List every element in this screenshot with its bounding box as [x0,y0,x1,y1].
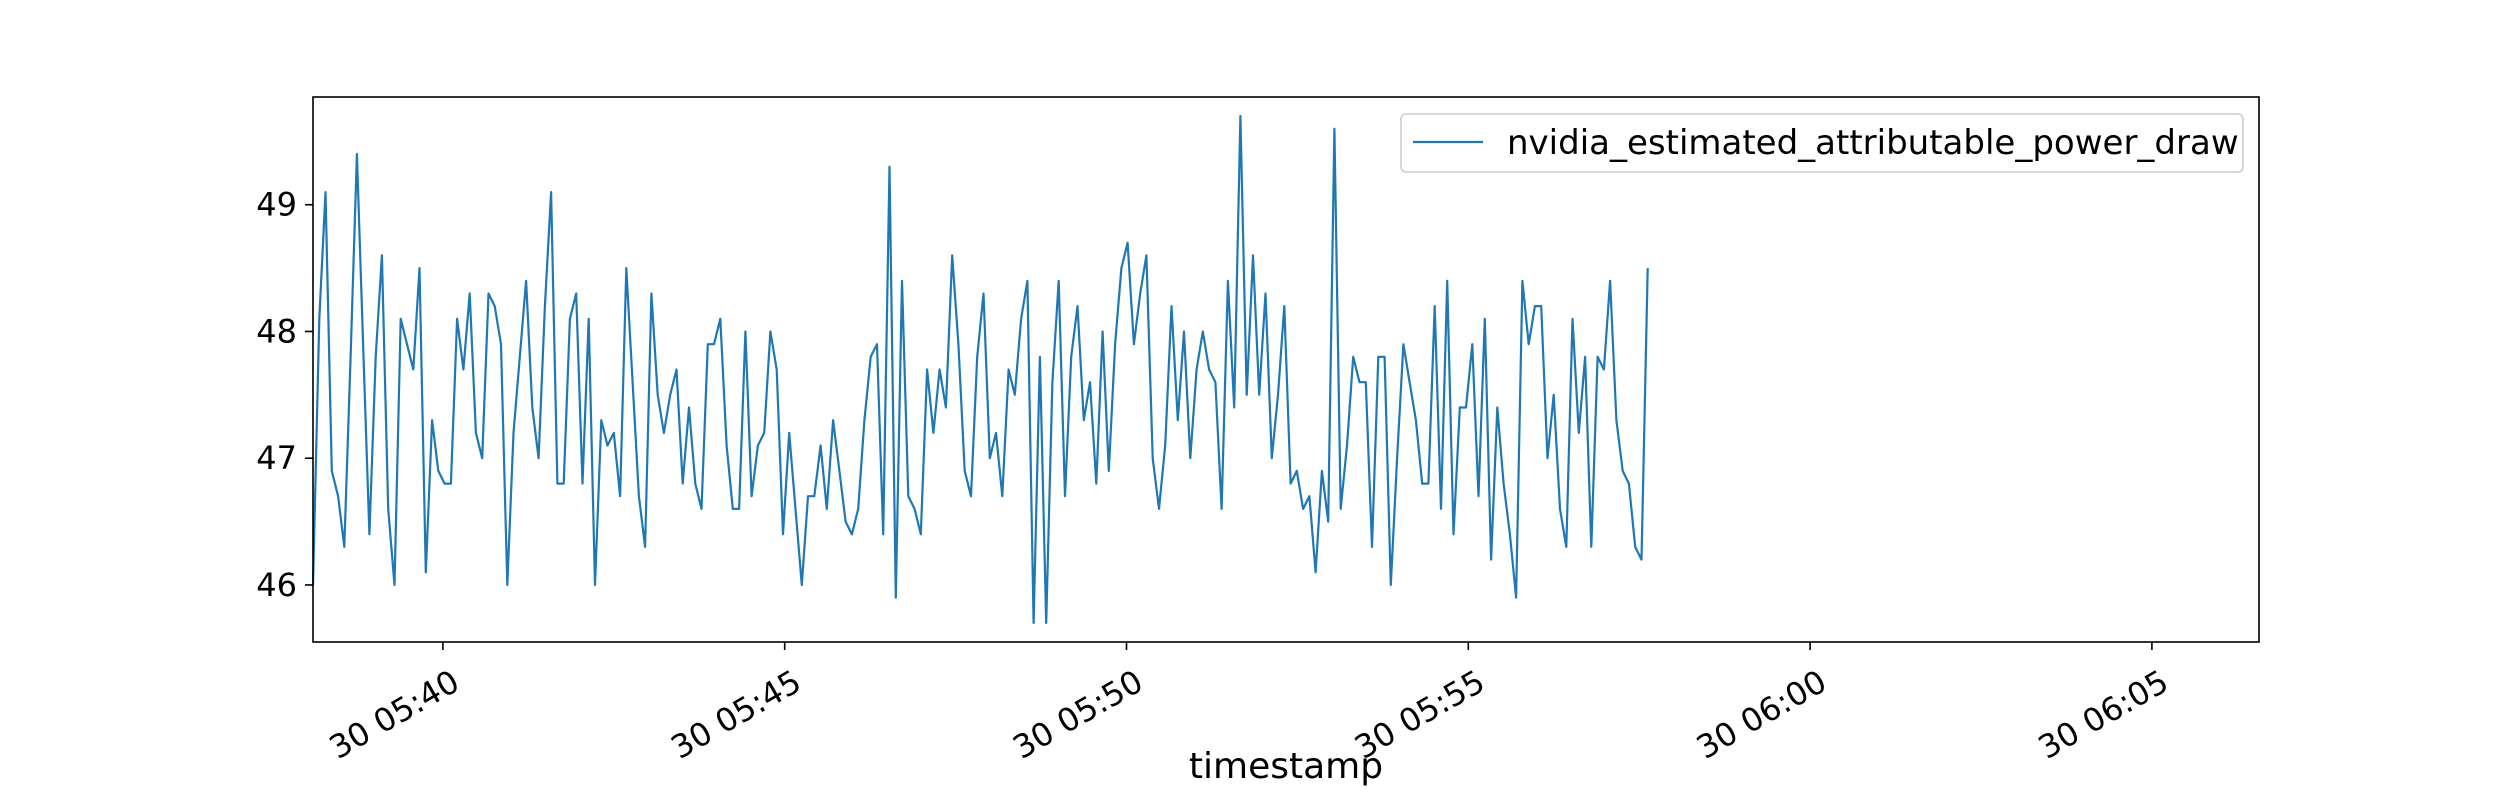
series-line-0 [311,114,1649,625]
legend: nvidia_estimated_attributable_power_draw [1400,113,2244,173]
legend-box [1400,113,2244,173]
x-tick-label-0: 30 05:40 [323,662,466,766]
y-tick-label-2: 48 [256,312,297,350]
series-layer [311,114,1649,625]
y-axis: 46 47 48 49 [256,186,313,604]
x-tick-label-2: 30 05:50 [1006,662,1149,766]
x-axis-label: timestamp [1189,746,1383,787]
y-tick-label-1: 47 [256,439,297,477]
x-tick-label-5: 30 06:05 [2032,662,2175,766]
y-tick-label-0: 46 [256,566,297,604]
plot-frame [312,96,2260,643]
y-tick-label-3: 49 [256,186,297,224]
x-tick-label-1: 30 05:45 [665,662,808,766]
x-tick-label-4: 30 06:00 [1690,662,1833,766]
legend-label: nvidia_estimated_attributable_power_draw [1507,123,2239,163]
